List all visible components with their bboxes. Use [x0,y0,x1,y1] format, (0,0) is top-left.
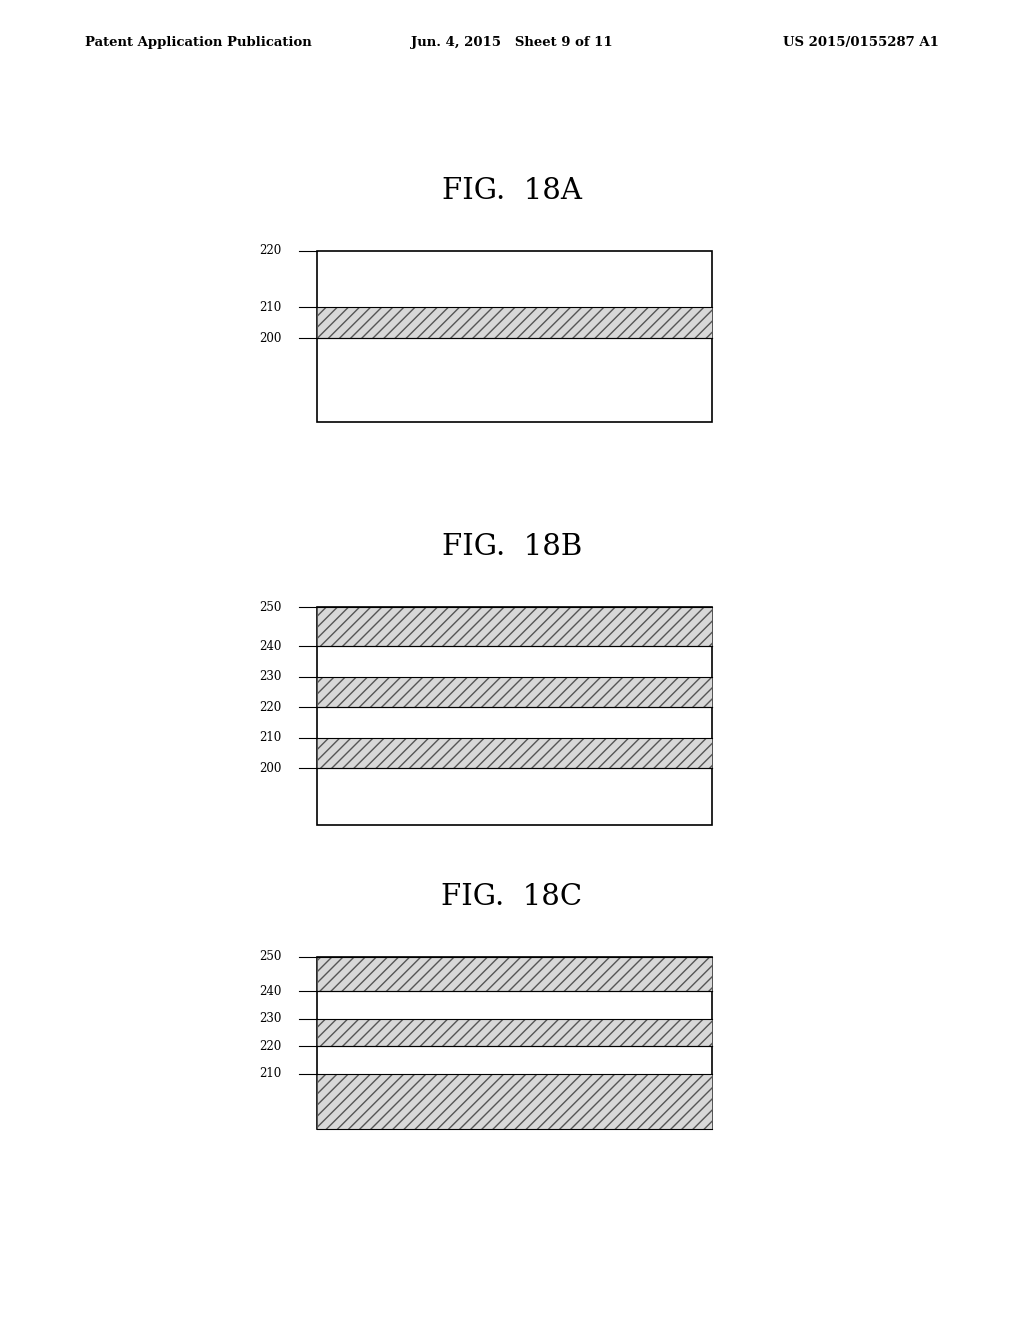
Text: 240: 240 [259,985,282,998]
Text: 230: 230 [259,671,282,684]
Bar [317,677,712,708]
Text: 220: 220 [259,244,282,257]
Text: 210: 210 [259,731,282,744]
Bar [317,957,712,1129]
Bar [317,1019,712,1047]
Text: 250: 250 [259,950,282,964]
Bar [317,1073,712,1129]
Text: 220: 220 [259,701,282,714]
Text: Jun. 4, 2015   Sheet 9 of 11: Jun. 4, 2015 Sheet 9 of 11 [412,36,612,49]
Text: Patent Application Publication: Patent Application Publication [85,36,311,49]
Text: FIG.  18C: FIG. 18C [441,883,583,911]
Text: 250: 250 [259,601,282,614]
Bar [317,957,712,991]
Bar [317,738,712,768]
Text: 230: 230 [259,1012,282,1026]
Text: 210: 210 [259,301,282,314]
Bar [317,607,712,825]
Text: 240: 240 [259,640,282,653]
Text: 220: 220 [259,1040,282,1053]
Bar [317,308,712,338]
Text: 200: 200 [259,331,282,345]
Text: FIG.  18A: FIG. 18A [442,177,582,205]
Bar [317,251,712,422]
Text: 200: 200 [259,762,282,775]
Text: US 2015/0155287 A1: US 2015/0155287 A1 [783,36,939,49]
Text: FIG.  18B: FIG. 18B [442,533,582,561]
Bar [317,607,712,647]
Text: 210: 210 [259,1067,282,1080]
